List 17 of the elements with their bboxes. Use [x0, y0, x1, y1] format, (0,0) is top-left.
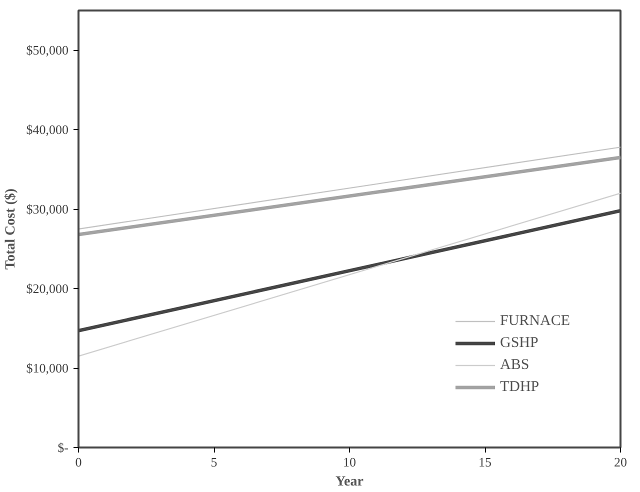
y-axis-title: Total Cost ($) [3, 188, 18, 270]
y-tick-label: $20,000 [26, 281, 68, 296]
legend-label: TDHP [500, 378, 540, 396]
x-tick-label: 15 [478, 454, 492, 470]
y-tick-label: $30,000 [26, 202, 68, 217]
legend-label: FURNACE [500, 312, 570, 330]
y-tick-label: $40,000 [26, 122, 68, 138]
x-tick-label: 0 [75, 454, 82, 470]
x-axis-title: Year [336, 474, 364, 490]
legend-label: ABS [500, 356, 530, 374]
x-tick-label: 5 [210, 454, 218, 470]
x-tick-label: 20 [614, 454, 627, 470]
legend-label: GSHP [500, 334, 538, 352]
x-tick-label: 10 [343, 454, 356, 470]
y-tick-label: $10,000 [26, 360, 68, 376]
y-tick-label: $50,000 [26, 42, 68, 58]
y-tick-label: $- [58, 440, 69, 455]
